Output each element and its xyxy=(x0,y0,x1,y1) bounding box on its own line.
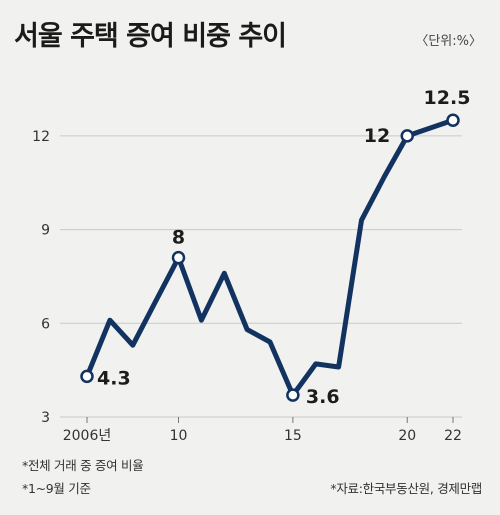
x-tick-label: 2006년 xyxy=(63,428,112,444)
y-tick-label: 12 xyxy=(32,129,50,145)
data-labels: 4.3 8 3.6 12 12.5 xyxy=(97,87,470,408)
data-point-marker xyxy=(286,388,300,402)
y-tick-label: 6 xyxy=(41,316,50,332)
data-point-marker xyxy=(446,113,460,127)
data-label: 4.3 xyxy=(97,367,131,389)
data-markers xyxy=(80,113,460,402)
data-label: 12 xyxy=(364,125,390,147)
y-tick-label: 3 xyxy=(41,410,50,426)
data-label: 12.5 xyxy=(424,87,471,109)
data-point-marker xyxy=(171,250,186,265)
x-tick-label: 20 xyxy=(398,428,416,444)
data-label: 8 xyxy=(172,227,185,249)
footnote-period: *1~9월 기준 xyxy=(22,481,91,496)
unit-label: 〈단위:%〉 xyxy=(415,34,482,49)
data-label: 3.6 xyxy=(306,386,340,408)
series-line xyxy=(84,117,456,398)
series-polyline xyxy=(84,117,456,398)
data-point-marker xyxy=(400,129,414,143)
x-tick-label: 10 xyxy=(170,428,188,444)
x-tick-label: 22 xyxy=(444,428,462,444)
x-tick-label: 15 xyxy=(284,428,302,444)
footnote-ratio: *전체 거래 중 증여 비율 xyxy=(22,458,144,473)
source-note: *자료:한국부동산원, 경제만랩 xyxy=(330,481,482,496)
chart-title: 서울 주택 증여 비중 추이 xyxy=(14,21,287,52)
grid-lines xyxy=(60,135,462,418)
axis-ticks: 3 6 9 12 2006년 10 15 20 22 xyxy=(32,129,462,444)
y-tick-label: 9 xyxy=(41,223,50,239)
data-point-marker xyxy=(80,369,94,384)
